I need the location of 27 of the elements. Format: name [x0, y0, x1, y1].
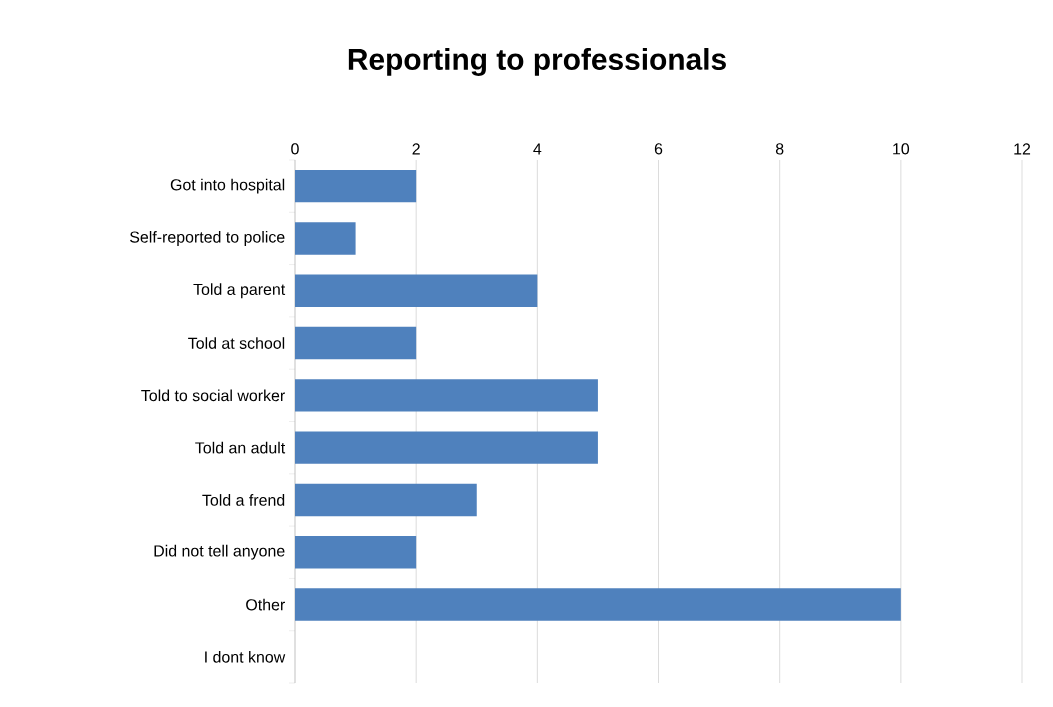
x-tick-label: 4: [533, 143, 542, 155]
x-tick-label: 0: [291, 143, 299, 155]
bar: [295, 483, 477, 517]
y-tick-label: Did not tell anyone: [154, 544, 285, 560]
y-tick-label: Got into hospital: [170, 178, 285, 194]
chart-title: Reporting to professionals: [348, 48, 726, 76]
bar: [295, 588, 901, 621]
bar: [295, 169, 417, 203]
y-tick-label: Told an adult: [195, 441, 286, 454]
y-tick-label: I dont know: [205, 651, 286, 663]
bar: [295, 379, 598, 412]
y-tick-label: Told to social worker: [141, 389, 285, 402]
bar: [295, 431, 598, 464]
x-tick-label: 12: [1014, 143, 1031, 155]
y-tick-label: Told a parent: [193, 283, 286, 299]
y-tick-label: Self-reported to police: [130, 231, 285, 246]
bar: [295, 222, 356, 255]
y-tick-label: Told a frend: [202, 494, 285, 506]
bar: [295, 536, 417, 569]
x-tick-label: 2: [412, 143, 420, 155]
bar: [295, 326, 417, 360]
y-tick-label: Other: [246, 598, 285, 611]
x-tick-label: 10: [893, 143, 910, 155]
bar: [295, 274, 538, 307]
x-tick-label: 8: [775, 143, 784, 155]
y-tick-label: Told at school: [188, 337, 285, 349]
x-tick-label: 6: [654, 143, 663, 155]
